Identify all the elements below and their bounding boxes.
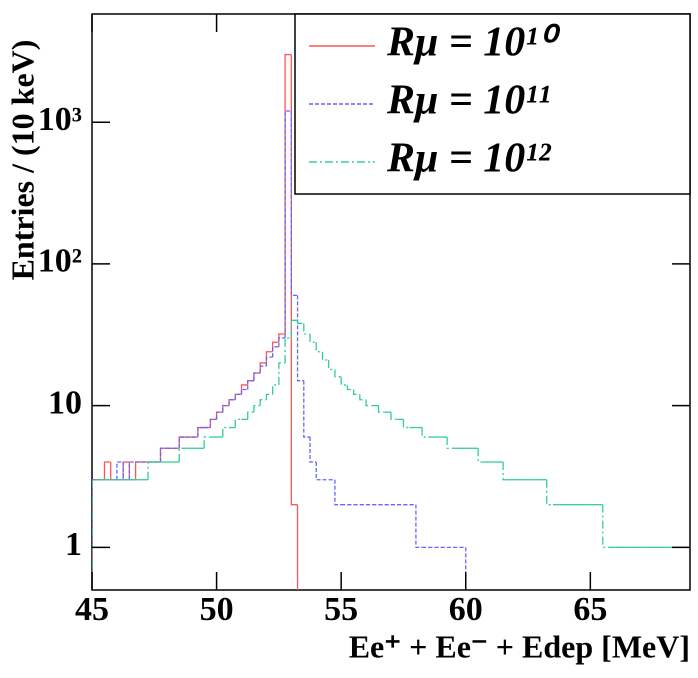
histogram-bin bbox=[222, 404, 230, 413]
histogram-bin bbox=[296, 295, 304, 382]
histogram-bin bbox=[602, 504, 610, 548]
histogram-bin bbox=[178, 436, 186, 449]
histogram-bin bbox=[390, 412, 398, 421]
histogram-bin bbox=[284, 337, 292, 363]
y-axis-label: Entries / (10 keV) bbox=[4, 40, 40, 281]
histogram-bin bbox=[215, 411, 223, 420]
histogram-bin bbox=[359, 394, 367, 401]
histogram-bin bbox=[228, 399, 236, 406]
y-tick-label: 10² bbox=[38, 243, 82, 280]
histogram-bin bbox=[215, 411, 223, 420]
histogram-bin bbox=[303, 380, 311, 438]
legend-label: Rμ = 10¹⁰ bbox=[386, 20, 561, 66]
histogram-bin bbox=[209, 418, 217, 428]
histogram-bin bbox=[116, 461, 124, 480]
histogram-bin bbox=[209, 418, 217, 428]
x-tick-label: 60 bbox=[449, 591, 483, 628]
histogram-bin bbox=[234, 418, 242, 428]
histogram-bin bbox=[234, 393, 242, 400]
histogram-bin bbox=[502, 462, 510, 481]
histogram-bin bbox=[421, 427, 429, 438]
histogram-bin bbox=[315, 462, 323, 481]
histogram-bin bbox=[197, 426, 205, 438]
histogram-bin bbox=[222, 404, 230, 413]
histogram-bin bbox=[402, 419, 410, 429]
histogram-bin bbox=[296, 504, 299, 590]
histogram-bin bbox=[290, 319, 298, 339]
histogram-bin bbox=[247, 380, 254, 390]
histogram-bin bbox=[253, 372, 261, 381]
histogram-bin bbox=[222, 426, 230, 438]
histogram-bin bbox=[334, 369, 342, 378]
histogram-bin bbox=[128, 462, 136, 481]
histogram-bin bbox=[278, 362, 286, 385]
histogram-bin bbox=[134, 461, 142, 480]
histogram-bin bbox=[278, 337, 286, 347]
histogram-bin bbox=[122, 462, 130, 481]
histogram-bin bbox=[259, 365, 267, 373]
histogram-bin bbox=[296, 320, 304, 325]
histogram-bin bbox=[365, 399, 373, 407]
histogram-bin bbox=[265, 356, 273, 367]
y-tick-label: 10³ bbox=[38, 101, 82, 138]
histogram-bin bbox=[228, 399, 236, 406]
histogram-bin bbox=[259, 399, 267, 406]
histogram-bin bbox=[247, 411, 254, 420]
histogram-bin bbox=[352, 389, 360, 396]
histogram-bin bbox=[284, 53, 292, 335]
histogram-bin bbox=[377, 405, 385, 413]
histogram-bin bbox=[309, 334, 317, 343]
legend-label: Rμ = 10¹¹ bbox=[386, 78, 551, 124]
histogram-bin bbox=[178, 447, 186, 463]
y-tick-label: 10 bbox=[48, 384, 82, 421]
histogram-bin bbox=[477, 448, 485, 463]
histogram-area bbox=[92, 53, 690, 590]
histogram-bin bbox=[321, 351, 329, 361]
y-tick-label: 1 bbox=[65, 526, 82, 563]
x-axis-label: Ee⁺ + Ee⁻ + Edep [MeV] bbox=[349, 628, 690, 664]
histogram-bin bbox=[271, 346, 279, 358]
histogram-bin bbox=[159, 447, 167, 463]
legend-label: Rμ = 10¹² bbox=[386, 136, 552, 182]
histogram-bin bbox=[546, 479, 553, 506]
histogram-bin bbox=[240, 388, 248, 395]
histogram-bin bbox=[122, 461, 130, 480]
histogram-bin bbox=[128, 461, 136, 480]
histogram-bin bbox=[259, 362, 267, 373]
histogram-bin bbox=[253, 372, 261, 381]
histogram-bin bbox=[110, 462, 117, 481]
x-tick-label: 65 bbox=[573, 591, 607, 628]
x-tick-label: 50 bbox=[200, 591, 234, 628]
histogram-bin bbox=[159, 447, 167, 463]
histogram-bin bbox=[197, 426, 205, 438]
histogram-bin bbox=[446, 437, 454, 449]
histogram-bin bbox=[92, 479, 99, 590]
histogram-bin bbox=[92, 479, 99, 590]
histogram-bin bbox=[303, 323, 311, 335]
x-tick-label: 55 bbox=[324, 591, 358, 628]
histogram-bin bbox=[328, 359, 335, 371]
x-tick-label: 45 bbox=[75, 591, 109, 628]
histogram-bin bbox=[340, 376, 348, 386]
histogram-bin bbox=[253, 404, 261, 413]
histogram-bin bbox=[309, 437, 317, 463]
histogram-bin bbox=[334, 479, 342, 506]
histogram-bin bbox=[346, 384, 354, 391]
histogram-bin bbox=[103, 461, 111, 480]
histogram-bin bbox=[415, 504, 423, 548]
histogram-bin bbox=[147, 461, 155, 480]
histogram-bin bbox=[290, 110, 298, 296]
histogram-bin bbox=[178, 436, 186, 449]
histogram-bin bbox=[271, 384, 279, 395]
histogram-bin bbox=[203, 436, 211, 449]
histogram-bin bbox=[315, 342, 323, 353]
histogram-bin bbox=[265, 393, 273, 400]
histogram-bin bbox=[92, 479, 99, 590]
histogram-bin bbox=[284, 110, 292, 339]
histogram-bin bbox=[234, 393, 242, 400]
